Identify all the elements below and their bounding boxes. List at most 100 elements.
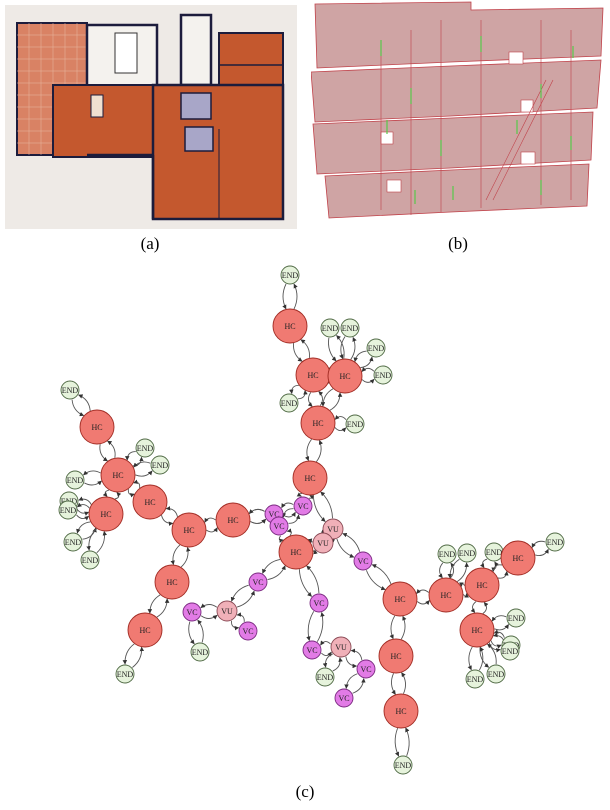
graph-edge (286, 528, 292, 536)
graph-edge (281, 502, 294, 509)
graph-edge (127, 488, 135, 498)
graph-edge (156, 598, 170, 618)
node-label: VC (186, 608, 197, 617)
node-circle (340, 318, 360, 338)
graph-edge (339, 336, 346, 360)
graph-edge (456, 562, 470, 582)
graph-node-vc: VC (309, 593, 329, 613)
node-circle (312, 532, 334, 554)
graph-node-hc: HC (79, 409, 115, 445)
graph-node-vc: VC (356, 659, 376, 679)
graph-node-end: END (190, 642, 210, 662)
graph-edge (479, 647, 490, 668)
graph-edge (170, 544, 181, 566)
node-label: HC (394, 595, 405, 604)
graph-node-hc: HC (378, 638, 414, 674)
graph-edge (479, 558, 488, 569)
node-circle (58, 500, 78, 520)
graph-edge (75, 507, 90, 516)
node-label: HC (100, 510, 111, 519)
node-circle (238, 621, 258, 641)
floor-slabs (311, 1, 604, 219)
graph-edge (262, 558, 281, 574)
staircase (114, 32, 138, 74)
graph-edge (312, 549, 318, 555)
graph-node-end: END (280, 265, 300, 285)
node-circle (182, 602, 202, 622)
node-label: END (547, 538, 564, 547)
graph-node-end: END (345, 414, 365, 434)
graph-edge (250, 518, 266, 524)
graph-node-end: END (457, 543, 477, 563)
node-label: END (368, 344, 385, 353)
node-circle (334, 688, 354, 708)
node-label: END (342, 324, 359, 333)
graph-edge (231, 620, 240, 631)
node-circle (279, 393, 299, 413)
node-label: VC (252, 578, 263, 587)
graph-node-hc: HC (459, 612, 495, 648)
openings (380, 51, 536, 193)
node-label: END (317, 673, 334, 682)
graph-node-end: END (545, 532, 565, 552)
node-label: HC (290, 548, 301, 557)
node-circle (292, 460, 328, 496)
graph-edge (78, 394, 91, 411)
node-label: END (282, 271, 299, 280)
graph-node-hc: HC (428, 577, 464, 613)
graph-edge (531, 540, 546, 548)
node-circle (506, 608, 526, 628)
node-circle (60, 380, 80, 400)
graph-edge (482, 601, 489, 614)
graph-node-end: END (393, 755, 413, 775)
graph-edge (352, 678, 366, 694)
node-circle (366, 338, 386, 358)
graph-node-end: END (115, 664, 135, 684)
graph-edge (297, 390, 308, 400)
graph-node-hc: HC (215, 502, 251, 538)
node-label: END (488, 670, 505, 679)
graph-node-vc: VC (269, 516, 289, 536)
graph-edge (293, 283, 298, 310)
node-label: HC (183, 526, 194, 535)
graph-edge (289, 384, 299, 395)
graph-edge (365, 570, 386, 591)
node-circle (330, 636, 352, 658)
graph-edge (77, 502, 90, 509)
graph-node-end: END (135, 438, 155, 458)
graph-node-end: END (63, 532, 83, 552)
node-label: HC (395, 707, 406, 716)
graph-edge (361, 367, 375, 372)
caption-b: (b) (448, 234, 468, 253)
graph-node-end: END (315, 667, 335, 687)
node-circle (378, 638, 414, 674)
node-circle (428, 577, 464, 613)
node-label: END (192, 648, 209, 657)
node-label: HC (144, 498, 155, 507)
graph-edge (353, 350, 367, 363)
graph-edge (361, 378, 375, 384)
node-circle (382, 581, 418, 617)
graph-node-hc: HC (88, 496, 124, 532)
floor-plan-image (5, 5, 297, 229)
node-label: END (281, 399, 298, 408)
node-label: HC (512, 554, 523, 563)
graph-edge (180, 546, 191, 568)
graph-edge (350, 648, 363, 661)
graph-edge (102, 489, 110, 497)
graph-edge (86, 528, 97, 551)
graph-node-end: END (500, 641, 520, 661)
node-label: VC (273, 522, 284, 531)
graph-edge (493, 629, 505, 638)
node-circle (500, 641, 520, 661)
graph-node-end: END (320, 318, 340, 338)
graph-edge (491, 561, 499, 571)
graph-node-hc: HC (127, 612, 163, 648)
node-circle (393, 755, 413, 775)
node-label: END (82, 556, 99, 565)
node-circle (465, 669, 485, 689)
node-circle (132, 484, 168, 520)
node-label: HC (476, 581, 487, 590)
graph-edge (394, 727, 400, 757)
